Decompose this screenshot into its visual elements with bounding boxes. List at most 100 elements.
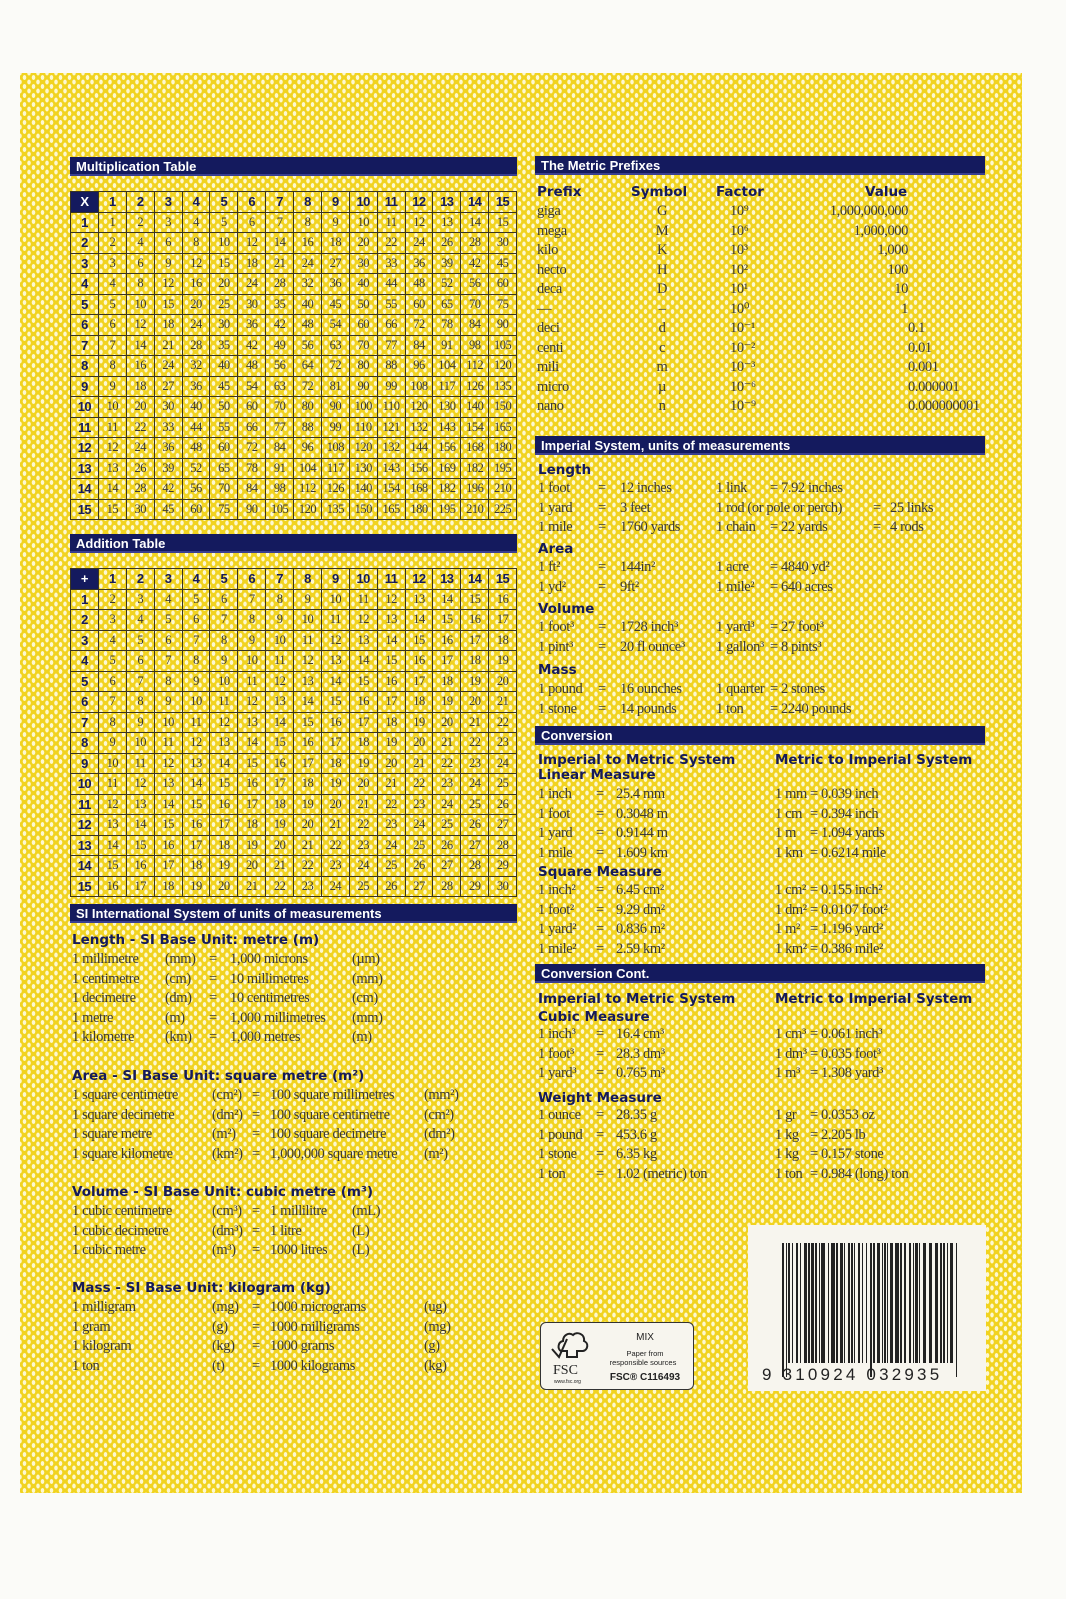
table-cell: 4 [125, 609, 155, 631]
table-cell: 32 [181, 355, 211, 377]
row-cell: 1 inch² [538, 882, 576, 898]
table-cell: 9 [265, 609, 294, 631]
imperial-to-metric-heading: Imperial to Metric System [538, 752, 736, 768]
table-cell: 13 [181, 752, 211, 774]
prefix-factor: 10⁹ [730, 203, 749, 219]
table-cell: 12 [125, 773, 155, 795]
table-cell: 21 [320, 814, 350, 836]
table-cell: 22 [125, 416, 155, 438]
table-cell: 15 [237, 752, 267, 774]
table-cell: 17 [320, 732, 350, 754]
prefix-name: hecto [537, 261, 567, 278]
factor-col-header: Factor [716, 184, 764, 200]
table-cell: 70 [348, 334, 378, 356]
table-row: 6 6 12 18 24 30 36 42 48 54 60 66 72 78 84 90 [70, 314, 517, 336]
table-cell: 17 [348, 711, 378, 733]
row-header: 11 [70, 416, 99, 438]
table-cell: 60 [348, 314, 378, 336]
table-cell: 105 [488, 334, 517, 356]
table-cell: 10 [181, 691, 211, 713]
prefix-value: 0.001 [908, 359, 939, 375]
row-cell: 6.35 kg [616, 1146, 657, 1163]
barcode-bar [940, 1243, 942, 1363]
table-cell: 25 [404, 834, 434, 856]
table-cell: 16 [181, 814, 211, 836]
barcode-bar [851, 1243, 853, 1363]
table-cell: 8 [153, 670, 183, 692]
si-volume-heading: Volume - SI Base Unit: cubic metre (m³) [72, 1184, 374, 1200]
table-cell: 28 [460, 232, 490, 254]
prefix-value: 0.1 [908, 320, 925, 336]
row-cell: = 2240 pounds [770, 700, 852, 717]
table-cell: 63 [320, 334, 350, 356]
table-cell: 77 [376, 334, 406, 356]
table-cell: 12 [237, 232, 267, 254]
table-row: 8 8 16 24 32 40 48 56 64 72 80 88 96 104 112 120 [70, 355, 517, 377]
table-cell: 15 [97, 855, 127, 877]
table-cell: 2 [125, 211, 155, 233]
table-cell: 13 [432, 211, 462, 233]
fsc-tree-logo-icon [551, 1332, 589, 1359]
row-cell: (mm) [165, 951, 196, 967]
table-cell: 25 [488, 773, 517, 795]
table-cell: 90 [488, 314, 517, 336]
table-cell: 98 [460, 334, 490, 356]
table-cell: 27 [404, 875, 434, 897]
table-cell: 20 [265, 834, 294, 856]
row-cell: = 0.039 inch [810, 786, 879, 802]
table-cell: 60 [404, 293, 434, 315]
row-cell: 1 cubic decimetre [72, 1222, 169, 1239]
table-cell: 19 [348, 752, 378, 774]
table-cell: 11 [153, 732, 183, 754]
row-cell: = 1.308 yard³ [810, 1065, 883, 1082]
table-cell: 108 [320, 437, 350, 459]
table-cell: 14 [265, 232, 294, 254]
row-cell: = [596, 940, 604, 957]
table-cell: 11 [265, 650, 294, 672]
table-cell: 6 [181, 609, 211, 631]
table-cell: 18 [320, 232, 350, 254]
table-cell: 14 [125, 814, 155, 836]
table-cell: 11 [97, 416, 127, 438]
row-cell: 0.836 m² [616, 921, 665, 938]
row-cell: 1 inch [538, 786, 572, 802]
row-cell: (mL) [352, 1203, 381, 1219]
table-cell: 15 [348, 670, 378, 692]
table-cell: 16 [153, 834, 183, 856]
table-cell: 10 [209, 232, 239, 254]
table-cell: 11 [320, 609, 350, 631]
table-cell: 15 [209, 252, 239, 274]
table-cell: 28 [488, 834, 517, 856]
table-cell: 15 [265, 732, 294, 754]
prefix-factor: 10⁰ [730, 300, 750, 317]
table-cell: 72 [404, 314, 434, 336]
table-cell: 21 [237, 875, 267, 897]
column-header: 6 [237, 568, 267, 590]
table-cell: 12 [376, 588, 406, 610]
table-cell: 65 [432, 293, 462, 315]
row-cell: (µm) [352, 951, 380, 967]
barcode-bar [788, 1243, 790, 1363]
table-cell: 19 [460, 670, 490, 692]
barcode-bar [947, 1243, 948, 1363]
table-cell: 11 [348, 588, 378, 610]
table-cell: 36 [404, 252, 434, 274]
barcode-bar [909, 1243, 911, 1363]
table-cell: 5 [125, 629, 155, 651]
row-cell: 25.4 mm [616, 786, 665, 802]
prefix-symbol: G [656, 203, 668, 219]
column-header: 15 [488, 191, 517, 213]
table-cell: 22 [432, 752, 462, 774]
table-cell: 26 [432, 834, 462, 856]
table-cell: 25 [376, 855, 406, 877]
table-cell: 9 [209, 650, 239, 672]
row-cell: 1728 inch³ [620, 619, 678, 635]
row-cell: (ug) [424, 1299, 447, 1315]
table-cell: 120 [488, 355, 517, 377]
table-cell: 6 [209, 588, 239, 610]
prefix-factor: 10⁻⁹ [730, 398, 756, 414]
row-cell: = [596, 1107, 604, 1123]
barcode-bar [929, 1243, 932, 1363]
table-cell: 91 [265, 457, 294, 479]
table-cell: 1 [97, 211, 127, 233]
